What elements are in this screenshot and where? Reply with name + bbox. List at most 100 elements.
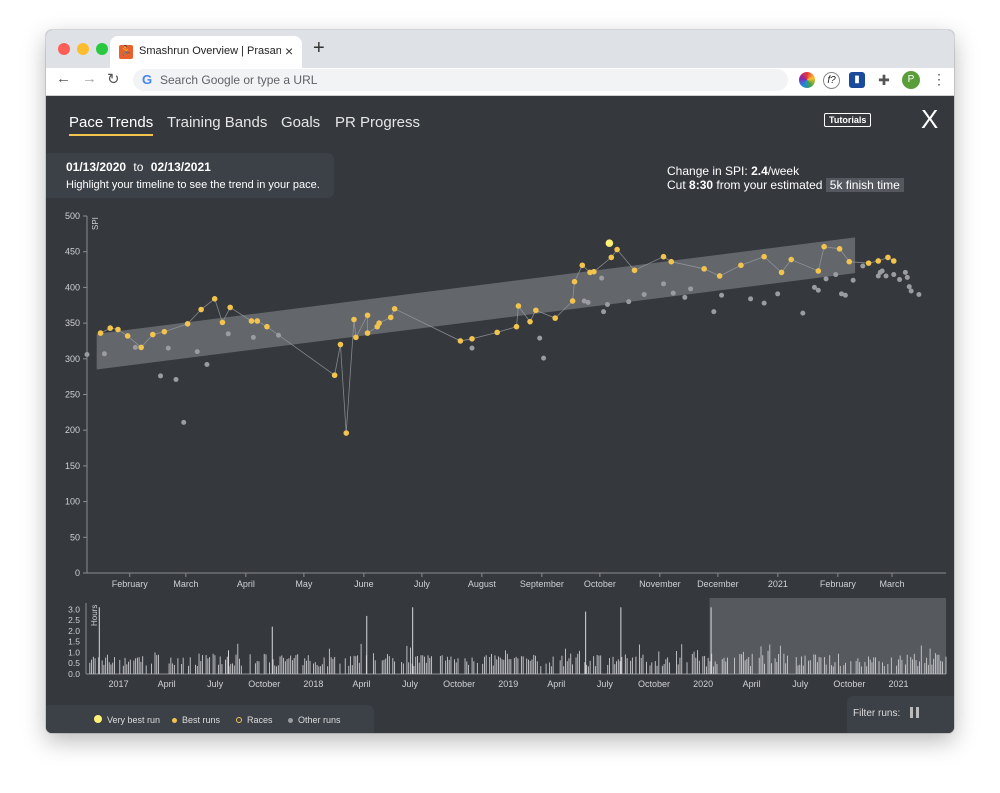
other-run-point bbox=[250, 334, 256, 340]
run-bar bbox=[533, 654, 535, 674]
run-bar bbox=[290, 655, 292, 674]
best-run-point bbox=[552, 315, 558, 321]
reload-icon[interactable]: ↻ bbox=[107, 71, 120, 88]
maximize-window-button[interactable] bbox=[96, 43, 108, 55]
address-placeholder: Search Google or type a URL bbox=[160, 73, 318, 87]
y-tick-label: 200 bbox=[65, 425, 80, 435]
filter-toggle-right[interactable] bbox=[916, 707, 919, 718]
run-bar bbox=[866, 666, 868, 674]
run-bar bbox=[320, 666, 322, 674]
minimize-window-button[interactable] bbox=[77, 43, 89, 55]
other-run-point bbox=[276, 332, 282, 338]
run-bar bbox=[328, 648, 330, 674]
run-bar bbox=[128, 661, 130, 674]
run-bar bbox=[816, 662, 818, 674]
best-run-point bbox=[778, 269, 785, 276]
color-wheel-icon[interactable] bbox=[799, 72, 815, 88]
finish-time-selector[interactable]: 5k finish time bbox=[825, 178, 904, 192]
run-bar bbox=[226, 656, 228, 674]
run-bar bbox=[263, 653, 265, 674]
best-run-point bbox=[364, 330, 371, 336]
run-bar bbox=[327, 666, 329, 674]
run-bar bbox=[457, 658, 459, 674]
run-bar bbox=[233, 665, 235, 674]
other-run-point bbox=[682, 294, 688, 300]
run-bar bbox=[450, 656, 452, 674]
run-bar bbox=[427, 655, 429, 674]
run-bar bbox=[638, 644, 640, 674]
run-bar bbox=[284, 661, 286, 674]
run-bar bbox=[276, 666, 277, 674]
x-tick-label: June bbox=[354, 579, 374, 589]
other-run-point bbox=[661, 281, 667, 287]
run-bar bbox=[883, 666, 885, 674]
run-bar bbox=[890, 657, 892, 674]
best-run-point bbox=[738, 262, 744, 269]
other-run-point bbox=[158, 373, 164, 379]
y-tick-label: 150 bbox=[65, 461, 80, 471]
run-bar bbox=[473, 661, 475, 674]
run-bar bbox=[202, 655, 204, 674]
run-bar bbox=[584, 662, 586, 674]
runner-icon: 🏃 bbox=[119, 45, 133, 59]
tab-pace-trends[interactable]: Pace Trends bbox=[69, 114, 154, 136]
run-bar bbox=[145, 665, 147, 674]
back-icon[interactable]: ← bbox=[56, 70, 71, 87]
timeline-x-tick-label: October bbox=[443, 679, 475, 689]
run-bar bbox=[239, 658, 241, 674]
run-bar bbox=[101, 660, 103, 674]
f-extension-icon[interactable]: f? bbox=[823, 72, 840, 89]
run-bar bbox=[764, 663, 765, 674]
run-bar bbox=[818, 657, 820, 674]
run-bar bbox=[344, 658, 346, 674]
address-bar[interactable]: G Search Google or type a URL bbox=[133, 69, 788, 91]
x-tick-label: December bbox=[697, 579, 739, 589]
run-bar bbox=[656, 665, 658, 674]
best-run-point bbox=[198, 306, 204, 313]
tab-training-bands[interactable]: Training Bands bbox=[167, 114, 268, 131]
other-run-point bbox=[908, 288, 914, 294]
menu-icon[interactable]: ⋮ bbox=[932, 71, 946, 87]
best-run-point bbox=[353, 334, 359, 341]
run-bar bbox=[381, 660, 383, 674]
run-bar bbox=[372, 653, 374, 674]
close-window-button[interactable] bbox=[58, 43, 70, 55]
timeline-x-tick-label: April bbox=[352, 679, 370, 689]
run-bar bbox=[415, 656, 417, 674]
forward-icon[interactable]: → bbox=[82, 70, 97, 87]
best-run-point bbox=[608, 254, 615, 261]
run-bar bbox=[776, 661, 778, 674]
new-tab-button[interactable]: + bbox=[313, 37, 325, 59]
x-tick-label: February bbox=[820, 579, 857, 589]
spi-scatter-chart[interactable]: 0 50 100 150 200 250 300 350 400 450 500 SPI Februar… bbox=[46, 206, 954, 591]
run-bar bbox=[587, 666, 589, 674]
run-bar bbox=[321, 664, 323, 674]
timeline-hours-chart[interactable]: 0.00.51.01.52.02.53.0 Hours 2017 April July O… bbox=[46, 596, 954, 696]
profile-avatar[interactable]: P bbox=[902, 71, 920, 89]
tutorials-button[interactable]: Tutorials bbox=[824, 113, 872, 127]
run-bar bbox=[180, 664, 182, 674]
puzzle-icon[interactable]: ✚ bbox=[878, 72, 890, 88]
run-bar bbox=[762, 655, 764, 674]
run-bar bbox=[307, 655, 309, 674]
run-bar bbox=[617, 659, 619, 674]
tab-pr-progress[interactable]: PR Progress bbox=[335, 114, 421, 131]
run-bar bbox=[420, 655, 422, 674]
run-bar bbox=[293, 658, 295, 674]
run-bar bbox=[869, 659, 871, 674]
google-icon: G bbox=[142, 72, 153, 87]
pocket-icon[interactable]: ▮ bbox=[849, 72, 865, 88]
filter-toggle-left[interactable] bbox=[910, 707, 913, 718]
run-bar bbox=[549, 662, 551, 674]
tab-close-button[interactable]: × bbox=[285, 43, 294, 59]
run-bar bbox=[439, 655, 441, 674]
run-bar bbox=[172, 663, 174, 674]
tab-goals[interactable]: Goals bbox=[281, 114, 321, 131]
run-bar bbox=[158, 654, 159, 674]
long-run-bar bbox=[620, 607, 622, 674]
browser-tab[interactable]: 🏃 Smashrun Overview | Prasanna × bbox=[110, 36, 302, 68]
run-bar bbox=[401, 662, 403, 674]
close-overlay-button[interactable]: X bbox=[921, 104, 939, 134]
tab-title: Smashrun Overview | Prasanna bbox=[139, 45, 281, 57]
other-run-point bbox=[833, 272, 839, 278]
